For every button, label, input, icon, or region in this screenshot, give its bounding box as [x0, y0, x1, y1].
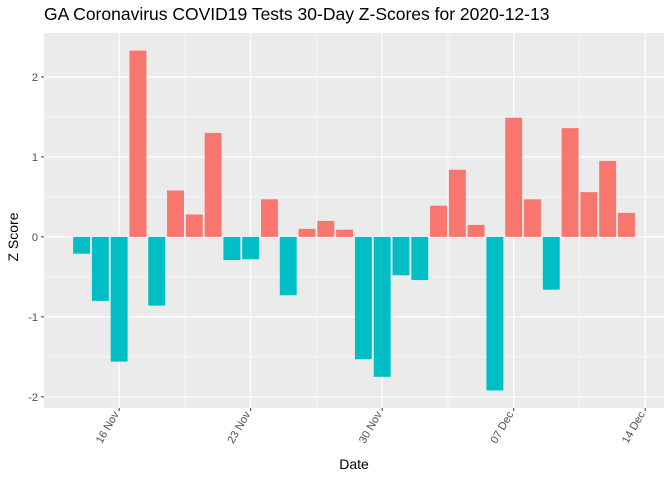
bar-negative: [354, 236, 372, 360]
x-tick-label: 14 Dec: [620, 409, 648, 446]
bar-negative: [223, 236, 241, 261]
bar-positive: [617, 212, 635, 237]
bar-positive: [298, 228, 316, 237]
plot-panel: [44, 33, 664, 408]
x-axis-label: Date: [339, 456, 369, 472]
y-axis-label: Z Score: [5, 212, 21, 262]
bar-positive: [599, 160, 617, 237]
bar-negative: [73, 236, 91, 254]
bar-negative: [542, 236, 560, 290]
bar-negative: [91, 236, 109, 301]
bar-negative: [242, 236, 260, 260]
y-tick-label: 1: [32, 152, 38, 164]
x-tick-label: 16 Nov: [94, 409, 122, 446]
chart-title: GA Coronavirus COVID19 Tests 30-Day Z-Sc…: [44, 4, 550, 24]
bar-positive: [336, 229, 354, 237]
bar-negative: [411, 236, 429, 281]
bar-positive: [204, 132, 222, 237]
y-tick-label: -2: [28, 392, 38, 404]
bar-negative: [148, 236, 166, 306]
bar-positive: [129, 50, 147, 237]
bar-negative: [486, 236, 504, 391]
bar-positive: [185, 214, 203, 237]
bar-negative: [110, 236, 128, 362]
bar-negative: [373, 236, 391, 377]
bar-negative: [392, 236, 410, 276]
y-tick-label: 0: [32, 232, 38, 244]
x-tick-label: 23 Nov: [225, 409, 253, 446]
x-tick-label: 07 Dec: [488, 409, 516, 446]
bar-positive: [448, 169, 466, 237]
bar-positive: [167, 190, 184, 237]
x-tick-label: 30 Nov: [357, 409, 385, 446]
bar-positive: [317, 220, 335, 237]
y-tick-label: -1: [28, 312, 38, 324]
bar-positive: [561, 128, 579, 237]
bar-positive: [467, 224, 485, 237]
bars: [73, 50, 635, 391]
bar-positive: [261, 199, 278, 237]
bar-positive: [580, 192, 598, 237]
bar-positive: [430, 205, 447, 237]
bar-positive: [505, 117, 523, 237]
y-tick-label: 2: [32, 72, 38, 84]
bar-negative: [279, 236, 297, 296]
bar-positive: [524, 199, 541, 237]
grid-lines: [44, 33, 664, 408]
